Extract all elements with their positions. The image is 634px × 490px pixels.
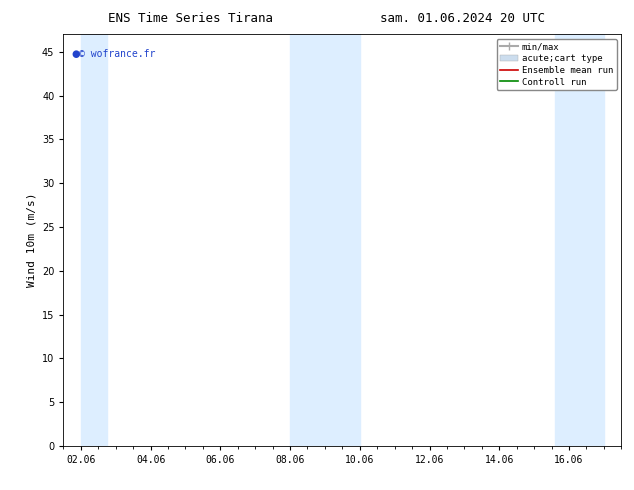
Bar bbox=[290, 34, 360, 446]
Bar bbox=[81, 34, 107, 446]
Text: sam. 01.06.2024 20 UTC: sam. 01.06.2024 20 UTC bbox=[380, 12, 545, 25]
Text: ●: ● bbox=[72, 49, 81, 59]
Text: ENS Time Series Tirana: ENS Time Series Tirana bbox=[108, 12, 273, 25]
Y-axis label: Wind 10m (m/s): Wind 10m (m/s) bbox=[27, 193, 36, 287]
Bar bbox=[555, 34, 604, 446]
Text: © wofrance.fr: © wofrance.fr bbox=[79, 49, 155, 59]
Legend: min/max, acute;cart type, Ensemble mean run, Controll run: min/max, acute;cart type, Ensemble mean … bbox=[496, 39, 617, 90]
